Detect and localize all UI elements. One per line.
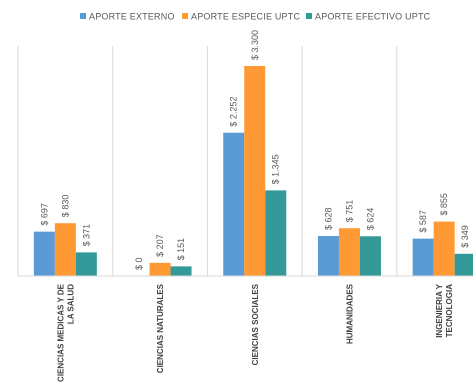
bar	[338, 228, 360, 276]
legend-swatch	[306, 13, 312, 19]
data-label: $ 697	[39, 203, 49, 226]
legend-swatch	[80, 13, 86, 19]
bar	[170, 266, 192, 276]
bar	[75, 252, 97, 276]
data-label: $ 587	[418, 210, 428, 233]
legend-label: APORTE ESPECIE UPTC	[191, 12, 300, 22]
data-label: $ 207	[155, 234, 165, 257]
data-label: $ 151	[176, 238, 186, 261]
data-label: $ 830	[60, 195, 70, 218]
bar	[223, 132, 245, 276]
legend-label: APORTE EXTERNO	[89, 12, 175, 22]
bar	[33, 231, 55, 276]
bar	[149, 262, 171, 276]
category-label: CIENCIAS SOCIALES	[251, 283, 260, 365]
legend-swatch	[182, 13, 188, 19]
category-labels: CIENCIAS MEDICAS Y DE LA SALUD CIENCIAS NA…	[56, 283, 454, 382]
data-label: $ 371	[81, 224, 91, 247]
bar	[265, 190, 287, 276]
legend: APORTE EXTERNO APORTE ESPECIE UPTC APORTE …	[80, 12, 431, 22]
data-label: $ 855	[439, 193, 449, 216]
value-labels: $ 697 $ 830 $ 371 $ 0 $ 207 $ 151 $ 2.252 $ 3.3…	[39, 30, 470, 270]
category-separators	[17, 46, 398, 276]
bar	[54, 223, 76, 276]
category-label: HUMANIDADES	[345, 283, 354, 344]
legend-label: APORTE EFECTIVO UPTC	[315, 12, 431, 22]
data-label: $ 349	[460, 225, 470, 248]
bar	[359, 236, 381, 276]
category-label: CIENCIAS NATURALES	[156, 283, 165, 373]
bar	[317, 236, 339, 276]
bars	[33, 66, 473, 276]
bar	[244, 66, 266, 276]
data-label: $ 628	[323, 208, 333, 231]
category-label: TECNOLOGIA	[445, 284, 454, 338]
data-label: $ 1.345	[271, 154, 281, 184]
bar	[454, 253, 473, 276]
data-label: $ 2.252	[229, 97, 239, 127]
category-label: CIENCIAS MEDICAS Y DE	[56, 283, 65, 382]
category-label: INGENIERIA Y	[435, 283, 444, 337]
data-label: $ 624	[365, 208, 375, 231]
bar	[433, 221, 455, 276]
bar	[412, 238, 434, 276]
category-label: LA SALUD	[66, 284, 75, 324]
data-label: $ 0	[134, 257, 144, 270]
data-label: $ 3.300	[250, 30, 260, 60]
data-label: $ 751	[344, 200, 354, 223]
